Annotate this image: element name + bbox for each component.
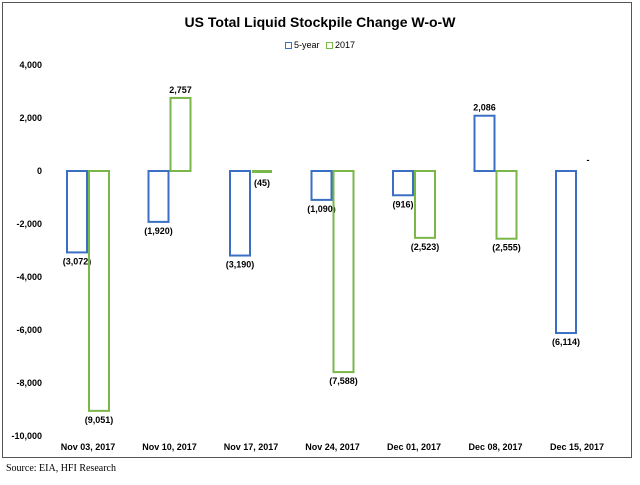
legend-swatch-5-year — [284, 42, 292, 49]
legend-item-5-year: 5-year — [284, 40, 320, 50]
bar-2017 — [495, 170, 518, 240]
data-label-2017: (9,051) — [85, 415, 114, 425]
legend-swatch-2017 — [326, 42, 333, 49]
bar-2017 — [88, 170, 110, 412]
data-label-2017: (2,555) — [492, 243, 521, 253]
y-tick-label: -6,000 — [16, 325, 42, 335]
data-label-5-year: (1,920) — [144, 226, 173, 236]
legend-label-2017: 2017 — [335, 40, 356, 50]
x-tick-label: Nov 17, 2017 — [224, 442, 279, 452]
bar-2017 — [252, 170, 272, 173]
y-tick-label: -10,000 — [11, 431, 42, 441]
x-tick-label: Dec 08, 2017 — [468, 442, 522, 452]
chart-plot-area: 4,000 2,000 0 -2,000 -4,000 -6,000 -8,000 -10,0… — [11, 60, 604, 452]
bar-2017 — [414, 170, 436, 239]
data-label-5-year: 2,086 — [473, 103, 496, 113]
bar-5-year — [229, 170, 251, 257]
bar-5-year — [392, 170, 414, 197]
y-tick-label: 2,000 — [19, 113, 42, 123]
data-label-5-year: (3,072) — [63, 256, 92, 266]
x-tick-label: Nov 03, 2017 — [61, 442, 116, 452]
data-label-2017: (45) — [254, 178, 270, 188]
x-tick-label: Nov 24, 2017 — [305, 442, 360, 452]
data-label-2017: - — [587, 155, 590, 165]
y-tick-label: -2,000 — [16, 219, 42, 229]
bar-5-year — [555, 170, 577, 335]
legend-label-5-year: 5-year — [293, 40, 320, 50]
bar-5-year — [147, 170, 170, 223]
bar-5-year — [473, 114, 496, 172]
y-tick-label: 0 — [37, 166, 42, 176]
y-tick-label: 4,000 — [19, 60, 42, 70]
source-note: Source: EIA, HFI Research — [6, 463, 116, 474]
data-label-2017: 2,757 — [169, 85, 192, 95]
bar-2017 — [332, 170, 355, 374]
bar-5-year — [310, 170, 333, 201]
bar-5-year — [66, 170, 88, 254]
data-label-5-year: (1,090) — [307, 204, 336, 214]
data-label-2017: (2,523) — [411, 242, 440, 252]
x-tick-label: Dec 01, 2017 — [387, 442, 441, 452]
chart-frame — [2, 2, 632, 458]
y-tick-label: -8,000 — [16, 378, 42, 388]
legend-item-2017: 2017 — [326, 40, 355, 50]
bar-2017 — [169, 96, 192, 172]
data-label-5-year: (3,190) — [226, 260, 255, 270]
legend: 5-year 2017 — [0, 40, 640, 50]
chart-title: US Total Liquid Stockpile Change W-o-W — [184, 14, 456, 30]
y-tick-label: -4,000 — [16, 272, 42, 282]
x-tick-label: Dec 15, 2017 — [550, 442, 604, 452]
data-label-5-year: (916) — [392, 199, 413, 209]
data-label-2017: (7,588) — [329, 376, 358, 386]
x-tick-label: Nov 10, 2017 — [142, 442, 197, 452]
data-label-5-year: (6,114) — [552, 337, 580, 347]
